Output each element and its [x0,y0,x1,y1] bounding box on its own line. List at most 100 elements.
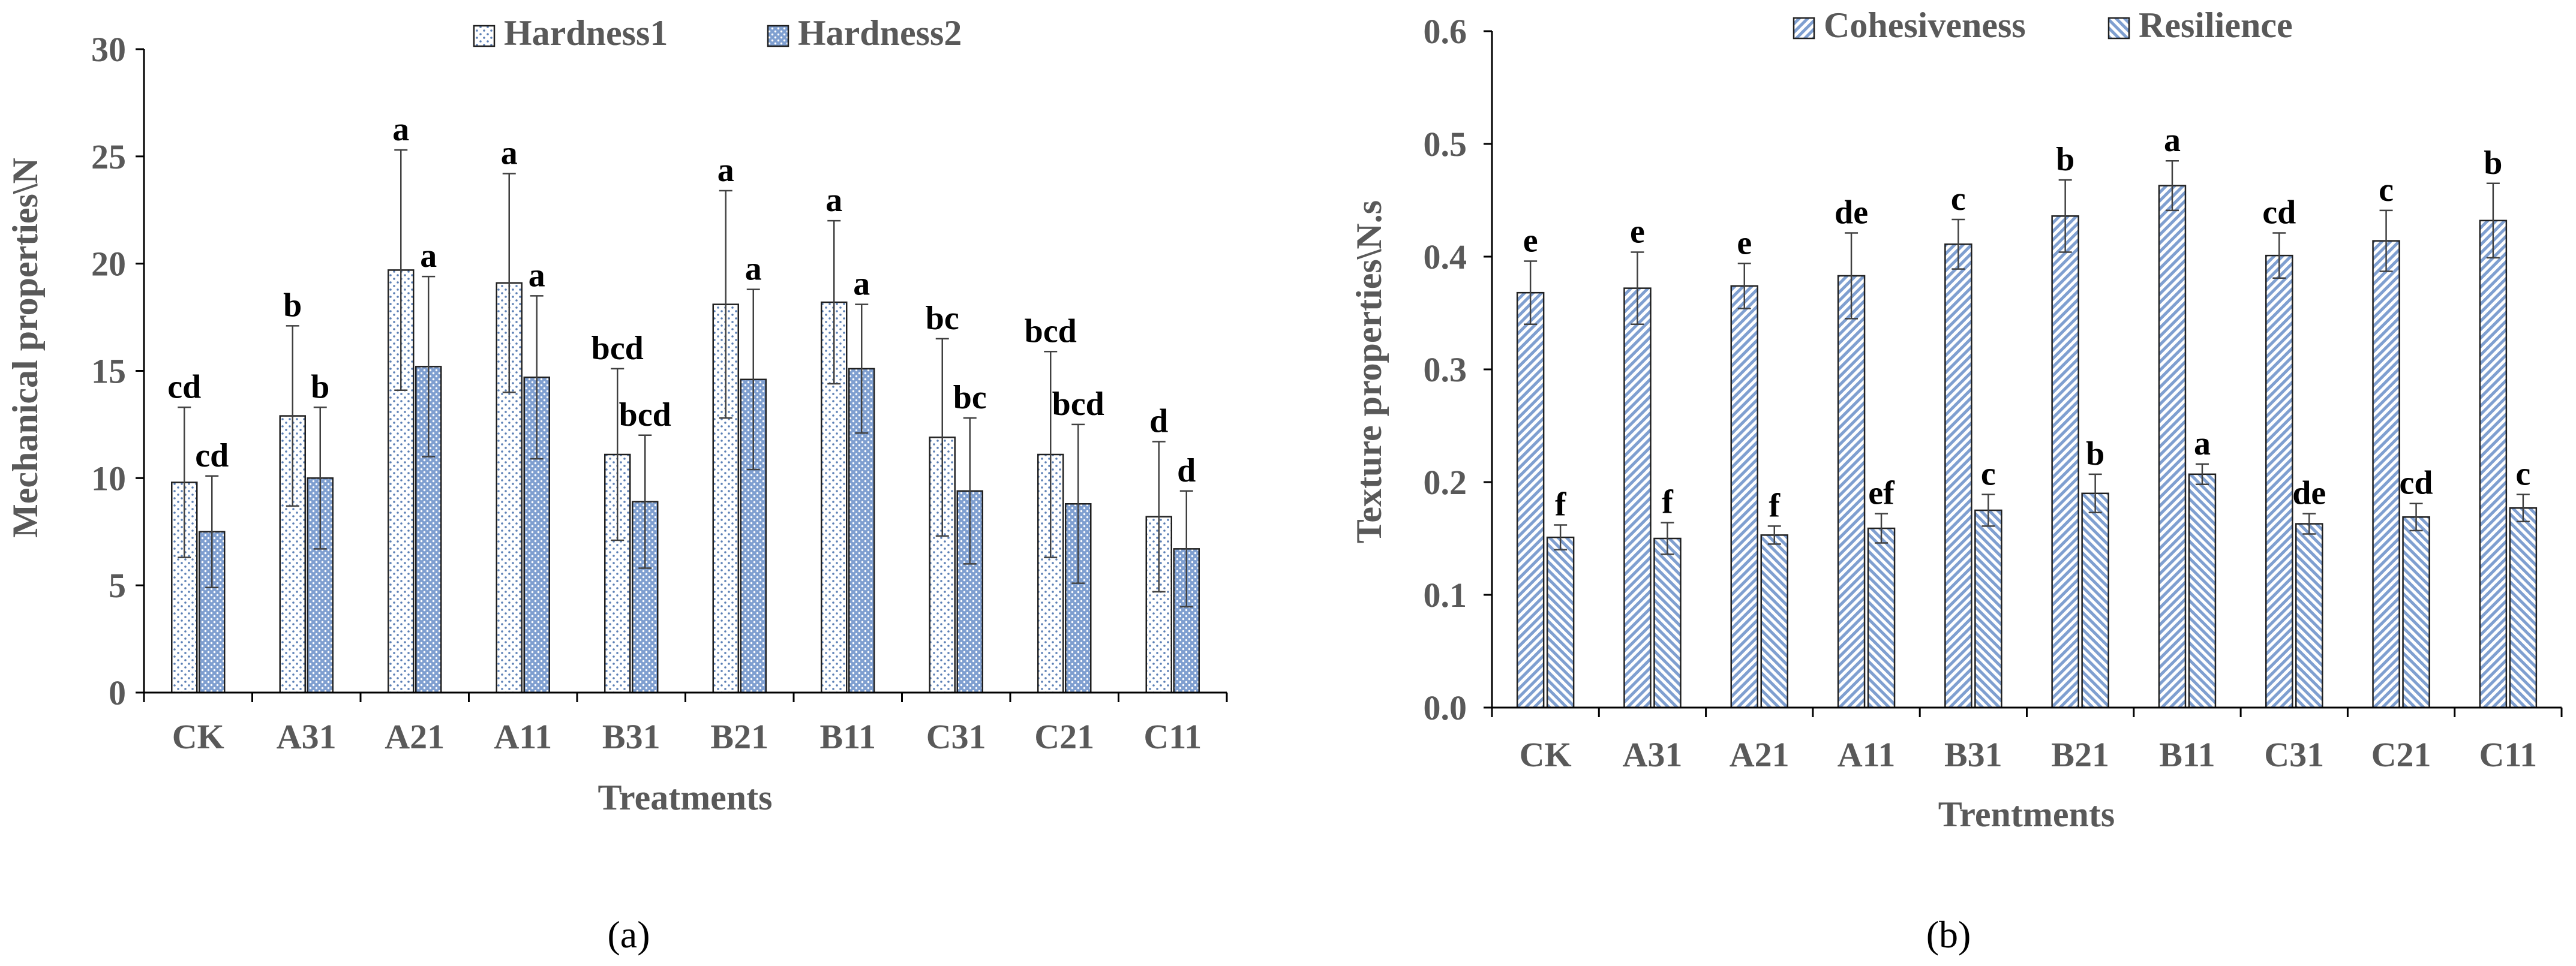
y-tick-label: 5 [109,566,126,605]
y-tick-label: 0 [109,673,126,712]
y-tick-label: 0.4 [1424,237,1467,276]
bar-hardness1-c21 [1037,453,1064,694]
significance-letter: a [501,134,518,171]
x-tick-label: C21 [2371,735,2431,774]
significance-letter: c [2515,456,2530,493]
y-tick-label: 20 [91,245,126,284]
bar-resilience-c11 [2509,507,2538,709]
significance-letter: a [392,111,409,148]
y-tick-label: 10 [91,459,126,498]
significance-letter: bcd [1025,312,1077,350]
y-tick-labels: 0.0 0.1 0.2 0.3 0.4 0.5 0.6 [1424,12,1467,727]
x-tick-label: B11 [820,717,876,756]
bar-cohesiveness-a11 [1837,275,1866,709]
significance-letter: f [1769,487,1781,524]
significance-letter: ef [1868,475,1895,512]
bar-hardness2-a31 [307,477,334,694]
chart-panel-a: 0 5 10 15 20 25 30 cd cd b b a a a a bcd bcd a a a a bc bc bcd… [5,13,1228,956]
significance-letter: b [2086,435,2104,473]
axes [1484,30,2563,717]
bar-cohesiveness-b21 [2051,215,2079,709]
bars [1516,185,2538,709]
legend-label-hardness2: Hardness2 [798,13,962,53]
significance-letter: b [2484,145,2502,182]
significance-letter: a [2194,425,2211,462]
x-tick-label: B31 [1944,735,2002,774]
x-tick-label: A21 [1730,735,1790,774]
x-tick-label: B21 [2051,735,2109,774]
significance-letters: cd cd b b a a a a bcd bcd a a a a bc bc bcd bcd dd [167,111,1196,489]
x-tick-label: B31 [602,717,660,756]
significance-letter: c [1951,180,1966,218]
y-axis-title: Mechanical properties\N [5,158,45,538]
chart-panel-b: 0.00.10.20.30.40.50.6 efefefdeefccbbaacd… [1349,5,2563,956]
significance-letter: a [529,257,545,294]
y-tick-label: 0.0 [1424,688,1467,727]
significance-letter: f [1662,484,1674,521]
panel-label: (b) [1926,913,1971,956]
y-tick-label: 30 [91,30,126,69]
significance-letter: bcd [1052,386,1104,423]
y-tick-label: 0.6 [1424,12,1467,51]
significance-letter: e [1737,224,1752,261]
significance-letter: b [311,368,329,405]
x-tick-label: A31 [1623,735,1683,774]
bar-resilience-b11 [2188,473,2217,709]
y-tick-labels: 0 5 10 15 20 25 30 [91,30,126,712]
x-tick-labels: CK A31 A21 A11 B31 B21 B11 C31 C21 C11 [1520,735,2538,774]
significance-letter: a [717,152,734,189]
axes [136,48,1228,702]
significance-letter: bc [926,300,959,337]
significance-letter: b [283,287,302,324]
x-tick-labels: CK A31 A21 A11 B31 B21 B11 C31 C21 C11 [172,717,1202,756]
x-tick-label: A11 [494,717,552,756]
legend-label-cohesiveness: Cohesiveness [1824,5,2026,45]
x-tick-label: A21 [385,717,445,756]
significance-letter: a [825,182,842,219]
legend-swatch-hardness1 [473,25,496,47]
significance-letter: cd [2400,465,2433,502]
legend: Cohesiveness Resilience [1793,5,2293,45]
significance-letter: a [2164,122,2181,159]
significance-letter: d [1177,452,1196,489]
x-tick-label: C11 [1143,717,1202,756]
bar-resilience-c31 [2295,523,2323,709]
bar-cohesiveness-ck [1516,291,1545,709]
significance-letter: a [420,237,437,275]
x-tick-label: A31 [277,717,337,756]
x-tick-label: A11 [1838,735,1896,774]
significance-letter: bcd [619,396,671,434]
x-tick-label: C31 [926,717,986,756]
bar-resilience-a21 [1760,534,1788,709]
bar-cohesiveness-c11 [2479,219,2508,709]
significance-letter: cd [195,437,229,474]
error-bars [1524,160,2530,555]
legend-label-resilience: Resilience [2139,5,2293,45]
y-tick-label: 15 [91,352,126,391]
legend: Hardness1 Hardness2 [473,13,962,53]
bar-cohesiveness-c31 [2265,254,2293,709]
y-tick-label: 0.5 [1424,125,1467,164]
significance-letter: de [2292,475,2326,512]
significance-letter: a [745,251,762,288]
bar-resilience-a31 [1653,537,1682,709]
bar-resilience-c21 [2402,516,2430,709]
bar-resilience-ck [1546,536,1575,709]
significance-letter: a [853,266,870,303]
significance-letter: cd [167,368,201,405]
y-tick-label: 0.2 [1424,463,1467,502]
x-tick-label: B11 [2159,735,2215,774]
significance-letter: de [1835,194,1868,231]
significance-letter: bc [953,379,987,416]
x-axis-title: Treatments [598,778,772,817]
bar-cohesiveness-a31 [1623,287,1652,709]
legend-swatch-hardness2 [767,25,789,47]
bar-resilience-a11 [1867,527,1896,709]
bar-cohesiveness-a21 [1730,285,1758,709]
y-tick-label: 0.3 [1424,350,1467,389]
significance-letter: f [1555,486,1567,523]
x-tick-label: CK [1520,735,1572,774]
y-axis-title: Texture properties\N.s [1349,200,1389,543]
